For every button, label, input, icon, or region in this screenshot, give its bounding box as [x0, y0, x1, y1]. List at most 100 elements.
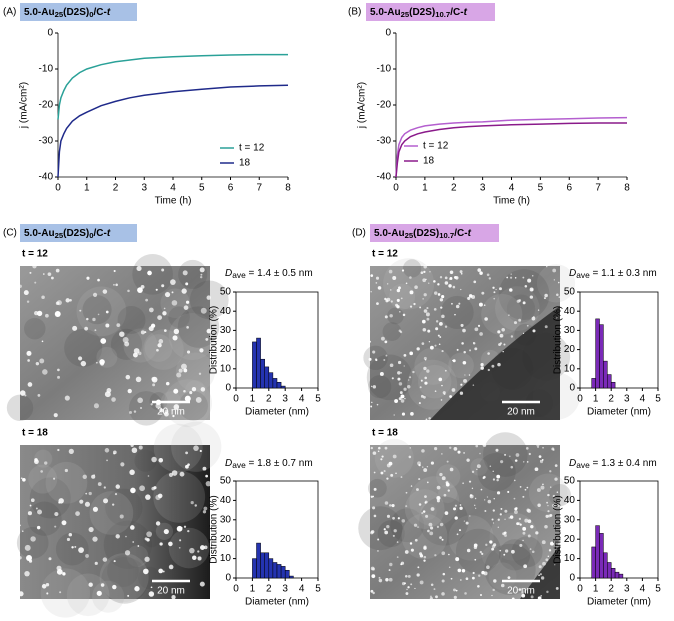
particle — [92, 292, 98, 297]
dark-region — [520, 545, 560, 599]
x-axis-label: Diameter (nm) — [245, 407, 309, 418]
x-tick-label: 0 — [393, 183, 399, 194]
particle — [400, 372, 402, 374]
particle — [466, 458, 470, 462]
particle — [39, 358, 45, 364]
histogram-bar — [264, 552, 270, 579]
particle — [195, 397, 202, 403]
texture — [377, 520, 405, 548]
particle — [504, 549, 509, 553]
particle — [417, 566, 420, 569]
particle — [532, 329, 536, 333]
particle — [518, 588, 522, 591]
histogram-bar — [256, 542, 261, 579]
particle — [162, 311, 167, 316]
histogram-bar — [276, 564, 282, 579]
particle — [372, 385, 377, 389]
particle — [157, 493, 163, 499]
particle — [173, 328, 180, 335]
text-run: t — [464, 7, 468, 18]
particle — [94, 561, 98, 565]
texture — [34, 449, 53, 468]
particle — [155, 288, 158, 291]
particle — [558, 296, 561, 298]
particle — [78, 547, 84, 553]
particle — [162, 570, 165, 573]
scale-bar-label: 20 nm — [507, 407, 535, 418]
particle — [370, 495, 373, 498]
texture — [76, 286, 127, 337]
particle — [34, 281, 37, 284]
particle — [518, 318, 522, 322]
particle — [424, 495, 427, 498]
particle — [390, 300, 393, 303]
text-run: (D2S) — [413, 228, 439, 239]
particle — [30, 498, 35, 503]
texture — [177, 306, 220, 348]
text-run: t — [107, 228, 111, 239]
particle — [434, 447, 438, 451]
particle — [45, 313, 49, 318]
particle — [94, 329, 97, 332]
micrograph-label: t = 12 — [372, 249, 398, 260]
particle — [171, 595, 176, 600]
particle — [492, 478, 496, 481]
particle — [449, 278, 451, 280]
particle — [504, 453, 507, 456]
particle — [375, 276, 380, 280]
particle — [460, 288, 462, 291]
particle — [539, 573, 542, 576]
particle — [547, 555, 550, 558]
particle — [112, 503, 115, 506]
particle — [552, 503, 556, 508]
y-tick-label: 0 — [569, 573, 575, 584]
particle — [455, 557, 460, 562]
particle — [510, 273, 512, 275]
particle — [522, 526, 527, 531]
particle — [522, 495, 525, 498]
particle — [428, 341, 431, 343]
particle — [35, 361, 40, 366]
particle — [525, 447, 529, 450]
particle — [469, 515, 471, 517]
particle — [496, 478, 499, 482]
particle — [509, 515, 514, 519]
particle — [423, 293, 427, 297]
particle — [171, 291, 174, 294]
particle — [105, 323, 110, 328]
particle — [55, 268, 60, 273]
histogram-bar — [607, 562, 612, 579]
particle — [203, 545, 208, 550]
particle — [515, 507, 518, 510]
particle — [168, 541, 173, 547]
texture — [107, 555, 139, 587]
texture — [366, 354, 413, 401]
particle — [454, 313, 456, 316]
y-tick-label: 10 — [564, 553, 576, 564]
particle — [407, 586, 410, 589]
particle — [29, 504, 32, 507]
texture — [66, 573, 110, 617]
x-tick-label: 1 — [593, 584, 599, 595]
texture — [382, 322, 402, 341]
texture — [24, 317, 46, 340]
particle — [112, 584, 117, 590]
y-tick-label: 50 — [220, 476, 232, 487]
particle — [404, 398, 406, 400]
texture — [126, 545, 149, 568]
particle — [200, 307, 207, 314]
particle — [495, 448, 499, 452]
particle — [203, 506, 208, 511]
histogram-bar — [260, 552, 265, 579]
particle — [148, 307, 154, 313]
particle — [102, 289, 108, 294]
x-tick-label: 3 — [480, 183, 486, 194]
particle — [549, 541, 554, 546]
text-run: ave — [232, 460, 246, 470]
y-axis-label: Distribution (%) — [553, 306, 564, 374]
x-tick-label: 5 — [315, 394, 321, 405]
particle — [383, 358, 386, 361]
particle — [453, 447, 458, 451]
particle — [62, 572, 66, 576]
